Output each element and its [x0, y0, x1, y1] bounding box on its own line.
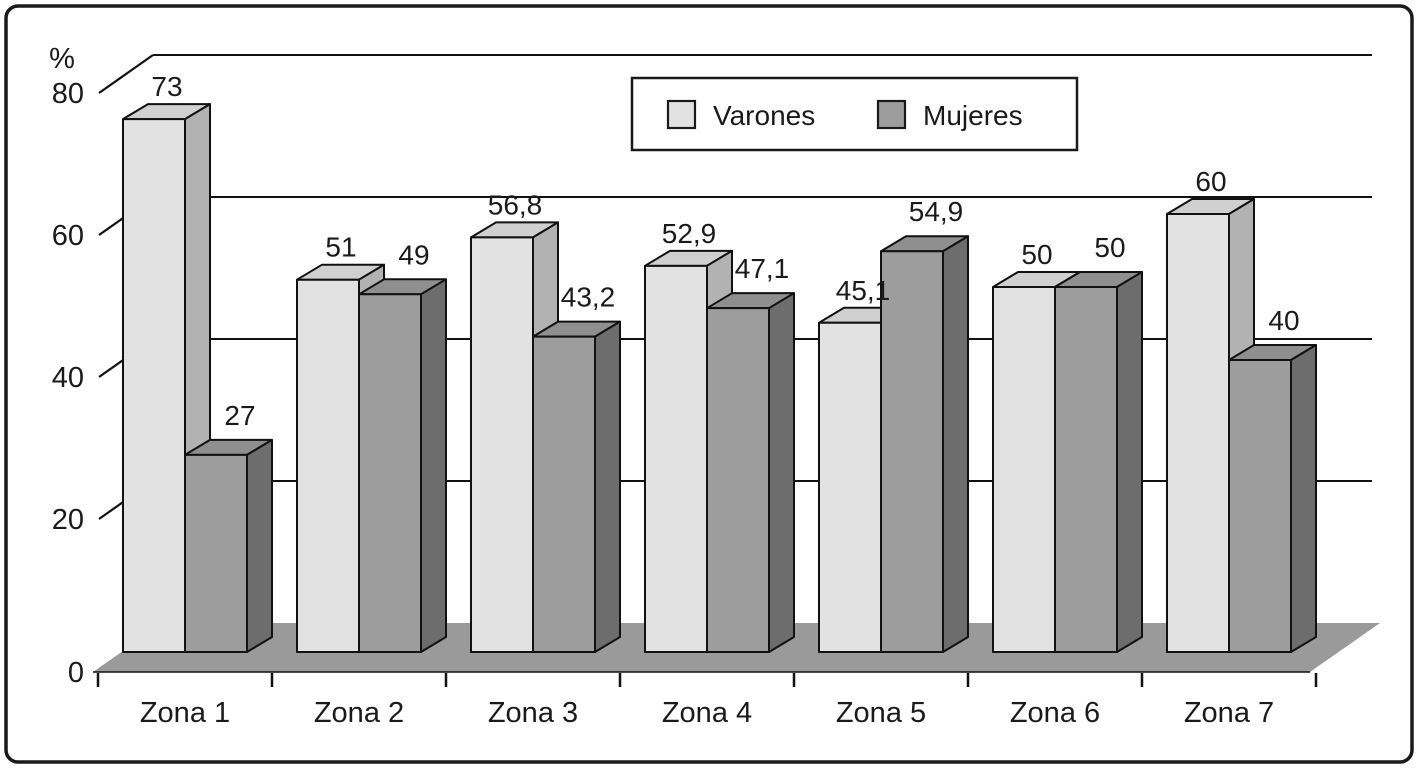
value-label-varones-zona-2: 51	[325, 232, 356, 263]
bar-front-face	[532, 335, 596, 653]
bar-mujeres-zona-7	[1228, 344, 1317, 653]
bar-side-face	[420, 278, 447, 653]
bar-front-face	[296, 278, 360, 653]
bar-side-face	[246, 438, 273, 653]
value-label-varones-zona-7: 60	[1195, 166, 1226, 197]
value-label-mujeres-zona-7: 40	[1268, 305, 1299, 336]
bar-side-face	[1290, 344, 1317, 653]
value-label-mujeres-zona-1: 27	[224, 400, 255, 431]
x-category-label-zona-5: Zona 5	[836, 697, 926, 729]
y-tick-mark-80	[98, 54, 154, 94]
bar-front-face	[992, 286, 1056, 653]
y-tick-label-60: 60	[52, 220, 84, 252]
x-axis-layer: Zona 1 Zona 2 Zona 3 Zona 4 Zona 5 Zona 6 Zona…	[96, 673, 1318, 729]
legend-swatch-varones-icon	[666, 99, 697, 130]
bar-front-face	[184, 453, 248, 653]
legend-box	[630, 76, 1079, 152]
value-label-mujeres-zona-3: 43,2	[561, 282, 616, 313]
bar-front-face	[358, 293, 422, 653]
y-axis-unit-label: %	[49, 43, 75, 75]
bar-mujeres-zona-4	[706, 292, 795, 653]
bar-front-face	[880, 250, 944, 653]
y-axis-labels-layer: 0 20 40 60 80	[52, 78, 84, 689]
value-label-varones-zona-5: 45,1	[836, 275, 891, 306]
y-tick-label-40: 40	[52, 362, 84, 394]
bar-side-face	[768, 292, 795, 653]
value-label-mujeres-zona-2: 49	[398, 239, 429, 270]
value-label-varones-zona-3: 56,8	[488, 189, 543, 220]
x-category-label-zona-2: Zona 2	[314, 697, 404, 729]
value-label-mujeres-zona-6: 50	[1094, 232, 1125, 263]
bar-front-face	[1054, 286, 1118, 653]
value-label-mujeres-zona-4: 47,1	[735, 253, 790, 284]
bar-front-face	[644, 264, 708, 653]
legend: Varones Mujeres	[630, 76, 1079, 152]
bar-front-face	[1228, 359, 1292, 653]
value-label-varones-zona-6: 50	[1021, 239, 1052, 270]
legend-label-varones: Varones	[713, 100, 815, 131]
y-tick-label-0: 0	[68, 657, 84, 689]
x-category-label-zona-7: Zona 7	[1184, 697, 1274, 729]
bar-mujeres-zona-2	[358, 278, 447, 653]
x-category-label-zona-1: Zona 1	[140, 697, 230, 729]
bar-front-face	[122, 118, 186, 654]
bars-layer	[122, 103, 1317, 654]
value-label-varones-zona-4: 52,9	[662, 218, 717, 249]
bar-mujeres-zona-3	[532, 320, 621, 653]
y-tick-label-20: 20	[52, 504, 84, 536]
bar-side-face	[1116, 271, 1143, 653]
value-label-varones-zona-1: 73	[151, 71, 182, 102]
y-tick-label-80: 80	[52, 78, 84, 110]
bar-front-face	[1166, 213, 1230, 653]
bar-front-face	[818, 321, 882, 653]
bar-mujeres-zona-1	[184, 438, 273, 653]
value-label-mujeres-zona-5: 54,9	[909, 196, 964, 227]
bar-side-face	[594, 320, 621, 653]
x-category-label-zona-6: Zona 6	[1010, 697, 1100, 729]
bar-mujeres-zona-6	[1054, 271, 1143, 653]
bar-mujeres-zona-5	[880, 235, 969, 653]
value-labels-layer: 73 27 51 49 56,8 43,2 52,9 47,1 45,1 54,9 50 50 60 40	[151, 71, 1299, 431]
bar-front-face	[706, 307, 770, 653]
legend-label-mujeres: Mujeres	[923, 100, 1023, 131]
bar-front-face	[470, 236, 534, 654]
x-category-label-zona-4: Zona 4	[662, 697, 752, 729]
legend-swatch-mujeres-icon	[876, 99, 907, 130]
bar-side-face	[942, 235, 969, 653]
x-category-label-zona-3: Zona 3	[488, 697, 578, 729]
